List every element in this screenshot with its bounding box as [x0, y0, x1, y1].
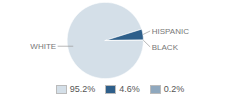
html-text:4.6%: 4.6% — [119, 84, 140, 94]
html-text:95.2%: 95.2% — [69, 84, 96, 94]
svg-text:WHITE: WHITE — [30, 42, 56, 51]
svg-text:BLACK: BLACK — [152, 43, 179, 52]
html-text:0.2%: 0.2% — [163, 84, 185, 94]
svg-text:HISPANIC: HISPANIC — [152, 27, 189, 36]
